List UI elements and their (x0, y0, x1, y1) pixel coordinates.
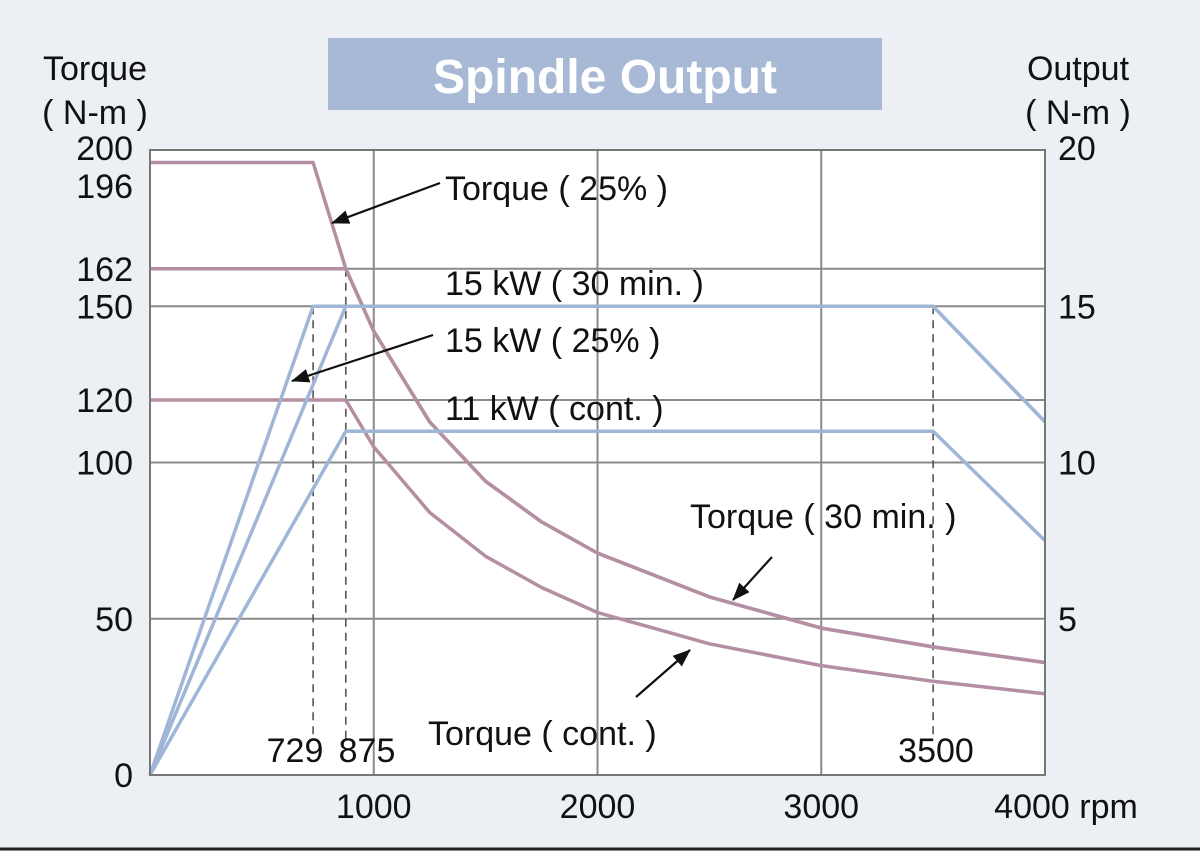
marked-speed-label: 875 (339, 732, 396, 770)
x-axis-end-label: 4000 rpm (994, 788, 1138, 826)
annotation-label: Torque ( 25% ) (445, 170, 668, 208)
right-tick-label: 5 (1058, 601, 1077, 639)
left-tick-label: 100 (76, 445, 133, 483)
speed-guides (312, 268, 934, 740)
left-axis-title: Torque (43, 50, 147, 88)
series-line-torque-cont (150, 398, 1046, 696)
right-axis-unit: ( N-m ) (1025, 94, 1131, 132)
x-tick-label: 1000 (336, 788, 412, 826)
right-tick-label: 20 (1058, 130, 1096, 168)
annotation-arrow (331, 181, 441, 225)
left-tick-label: 150 (76, 288, 133, 326)
right-tick-label: 15 (1058, 288, 1096, 326)
marked-speed-label: 3500 (898, 732, 974, 770)
annotation-arrow (291, 333, 434, 383)
annotation-label: Torque ( cont. ) (428, 715, 657, 753)
annotation-label: 15 kW ( 25% ) (445, 322, 660, 360)
annotation-arrow (732, 556, 773, 601)
title-box (328, 38, 882, 110)
x-tick-label: 2000 (560, 788, 636, 826)
plot-border (149, 149, 1046, 776)
left-tick-label: 200 (76, 130, 133, 168)
left-tick-label: 162 (76, 251, 133, 289)
series-line-11-kw-cont (148, 429, 1047, 776)
marked-speed-label: 729 (267, 732, 324, 770)
right-tick-label: 10 (1058, 445, 1096, 483)
annotation-label: 11 kW ( cont. ) (445, 390, 664, 428)
annotation-label: 15 kW ( 30 min. ) (445, 265, 704, 303)
annotation-label: Torque ( 30 min. ) (690, 498, 956, 536)
left-tick-label: 120 (76, 382, 133, 420)
series-line-15-kw-30-min (148, 304, 1047, 776)
annotation-arrow (635, 649, 691, 698)
chart-title: Spindle Output (433, 51, 777, 104)
gridlines-vertical (372, 150, 823, 775)
left-tick-label: 50 (95, 601, 133, 639)
x-tick-label: 3000 (783, 788, 859, 826)
left-tick-label: 196 (76, 168, 133, 206)
series-line-torque-30-min (150, 266, 1046, 665)
left-axis-unit: ( N-m ) (42, 94, 148, 132)
right-axis-title: Output (1027, 50, 1130, 88)
left-tick-label: 0 (114, 757, 133, 795)
